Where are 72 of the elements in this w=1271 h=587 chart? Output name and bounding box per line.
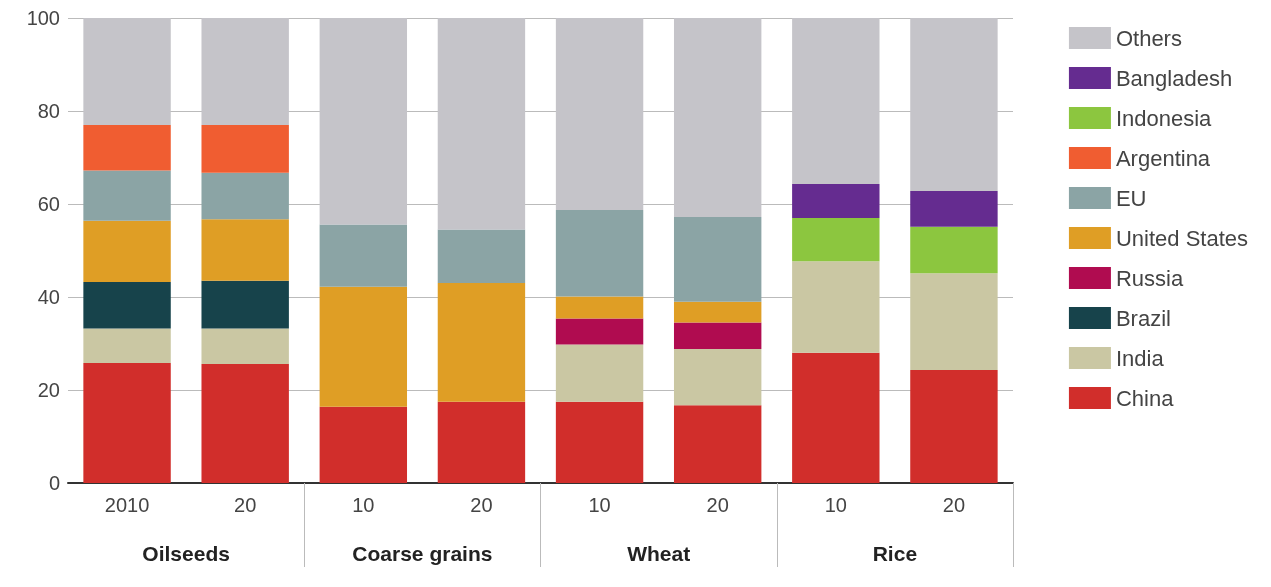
bar — [201, 363, 289, 483]
bar — [555, 210, 644, 297]
bar — [319, 18, 408, 225]
y-tick-label: 40 — [37, 286, 60, 308]
legend-label: Russia — [1115, 265, 1184, 291]
bar — [673, 301, 762, 323]
bar — [555, 318, 644, 345]
x-tick-label: 20 — [942, 494, 966, 516]
legend-label: India — [1115, 345, 1165, 371]
text: Rice — [872, 541, 918, 565]
x-tick-label: 20 — [234, 494, 257, 516]
bar — [201, 124, 289, 173]
text: Wheat — [627, 541, 691, 565]
bar — [437, 18, 526, 230]
legend-label: China — [1115, 385, 1175, 411]
bar — [437, 229, 526, 284]
y-tick-label: 100 — [26, 7, 60, 29]
bar — [201, 328, 289, 364]
bar — [437, 283, 526, 402]
bar — [83, 170, 171, 221]
bar — [83, 363, 171, 483]
bar — [319, 406, 408, 483]
bar — [673, 18, 762, 218]
bar — [437, 401, 526, 483]
bar — [83, 282, 171, 329]
text: Coarse grains — [352, 541, 493, 565]
bar — [555, 296, 644, 319]
x-tick-label: 10 — [352, 494, 375, 516]
bar — [792, 18, 880, 185]
bar — [555, 344, 644, 402]
bar — [319, 286, 408, 407]
bar — [673, 405, 762, 483]
legend-label: Argentina — [1115, 145, 1211, 171]
text: Oilseeds — [142, 541, 230, 565]
legend-label: United States — [1115, 225, 1248, 251]
bar — [910, 370, 998, 483]
bar — [910, 18, 998, 191]
bar — [201, 280, 289, 329]
bar — [792, 184, 880, 218]
bar — [83, 220, 171, 283]
y-tick-label: 60 — [37, 193, 60, 215]
bar — [673, 217, 762, 302]
x-tick-label: 20 — [470, 494, 493, 516]
legend-label: Bangladesh — [1115, 65, 1233, 91]
legend-label: EU — [1115, 185, 1147, 211]
bar — [319, 224, 408, 287]
bar — [555, 401, 644, 483]
bar — [673, 349, 762, 406]
bar — [792, 261, 880, 353]
legend-label: Brazil — [1115, 305, 1171, 331]
bar — [83, 328, 171, 364]
bar — [201, 172, 289, 220]
bar — [910, 226, 998, 274]
x-tick-label: 10 — [588, 494, 611, 516]
legend-label: Indonesia — [1115, 105, 1213, 131]
bar — [673, 322, 762, 350]
y-tick-label: 0 — [48, 472, 60, 494]
legend-label: Others — [1115, 25, 1182, 51]
x-tick-label: 20 — [706, 494, 729, 516]
bar — [83, 18, 171, 125]
x-tick-label: 10 — [824, 494, 847, 516]
bar — [910, 190, 998, 227]
bar — [910, 273, 998, 371]
bar — [555, 18, 644, 211]
y-tick-label: 80 — [37, 100, 60, 122]
bar — [83, 124, 171, 171]
x-tick-label: 2010 — [104, 494, 150, 516]
bar — [201, 18, 289, 125]
bar — [792, 217, 880, 262]
y-tick-label: 20 — [37, 379, 60, 401]
bar — [792, 352, 880, 483]
bar — [201, 219, 289, 281]
